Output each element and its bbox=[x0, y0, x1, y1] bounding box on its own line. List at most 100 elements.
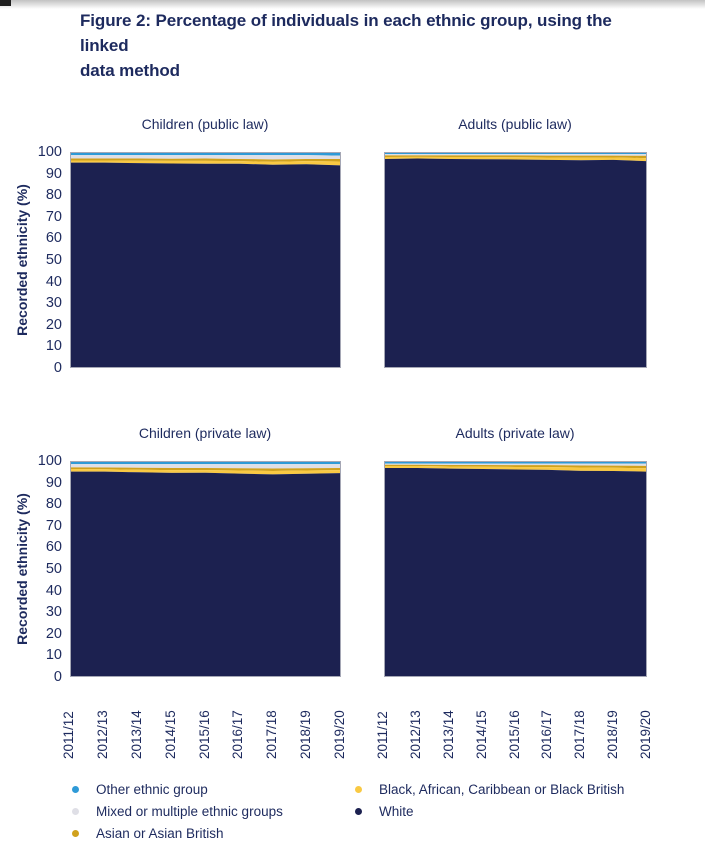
area-asian bbox=[71, 158, 340, 162]
x-tick-col2-2019/20: 2019/20 bbox=[638, 685, 654, 759]
x-tick-col1-2018/19: 2018/19 bbox=[298, 685, 314, 759]
legend-item-asian: Asian or Asian British bbox=[72, 825, 283, 842]
x-tick-col1-2017/18: 2017/18 bbox=[264, 685, 280, 759]
x-tick-col1-2013/14: 2013/14 bbox=[129, 685, 145, 759]
area-other bbox=[385, 462, 646, 464]
legend-item-white: White bbox=[355, 803, 624, 820]
x-tick-text: 2012/13 bbox=[407, 710, 423, 759]
legend-item-mixed: Mixed or multiple ethnic groups bbox=[72, 803, 283, 820]
area-other bbox=[385, 153, 646, 155]
figure-title-line1: Figure 2: Percentage of individuals in e… bbox=[80, 11, 612, 55]
x-tick-col2-2014/15: 2014/15 bbox=[474, 685, 490, 759]
y-tick-row1-40: 40 bbox=[45, 273, 62, 290]
legend-column-left: Other ethnic group Mixed or multiple ethn… bbox=[72, 781, 283, 842]
area-mixed bbox=[385, 154, 646, 156]
stacked-area-chart-adults-private bbox=[384, 461, 647, 677]
legend-dot-mixed-icon bbox=[72, 808, 79, 815]
x-tick-text: 2017/18 bbox=[572, 710, 588, 759]
legend-label-white: White bbox=[379, 804, 414, 819]
chart-title-adults-public: Adults (public law) bbox=[458, 116, 572, 132]
x-tick-col2-2011/12: 2011/12 bbox=[375, 685, 391, 759]
x-tick-text: 2014/15 bbox=[473, 710, 489, 759]
y-tick-row2-90: 90 bbox=[45, 474, 62, 491]
legend-item-black: Black, African, Caribbean or Black Briti… bbox=[355, 781, 624, 798]
x-tick-text: 2011/12 bbox=[61, 711, 76, 759]
x-tick-text: 2012/13 bbox=[94, 710, 110, 759]
y-tick-row1-30: 30 bbox=[45, 295, 62, 312]
figure-title: Figure 2: Percentage of individuals in e… bbox=[80, 8, 660, 83]
y-tick-row2-80: 80 bbox=[45, 496, 62, 513]
y-tick-row1-80: 80 bbox=[45, 187, 62, 204]
x-tick-text: 2016/17 bbox=[230, 710, 246, 759]
legend-dot-asian-icon bbox=[72, 830, 79, 837]
x-tick-text: 2015/16 bbox=[506, 710, 522, 759]
area-asian bbox=[385, 155, 646, 159]
y-tick-row1-0: 0 bbox=[53, 360, 62, 376]
figure-title-line2: data method bbox=[80, 61, 180, 80]
y-tick-row1-100: 100 bbox=[37, 144, 62, 160]
x-tick-text: 2018/19 bbox=[298, 710, 314, 759]
x-tick-col2-2015/16: 2015/16 bbox=[507, 685, 523, 759]
legend-label-black: Black, African, Caribbean or Black Briti… bbox=[379, 782, 625, 797]
y-tick-row1-90: 90 bbox=[45, 165, 62, 182]
x-tick-col1-2016/17: 2016/17 bbox=[230, 685, 246, 759]
legend-dot-other-icon bbox=[72, 786, 79, 793]
area-mixed bbox=[71, 155, 340, 160]
x-tick-text: 2019/20 bbox=[332, 710, 347, 759]
y-tick-row2-100: 100 bbox=[37, 453, 62, 469]
area-white bbox=[71, 162, 340, 367]
area-black bbox=[71, 160, 340, 166]
area-black bbox=[385, 466, 646, 472]
x-tick-col2-2018/19: 2018/19 bbox=[605, 685, 621, 759]
y-tick-row2-60: 60 bbox=[45, 539, 62, 556]
legend-dot-white-icon bbox=[355, 808, 362, 815]
area-white bbox=[385, 467, 646, 676]
x-tick-text: 2013/14 bbox=[128, 710, 144, 759]
area-black bbox=[71, 469, 340, 475]
y-tick-row2-10: 10 bbox=[45, 647, 62, 664]
y-tick-row2-50: 50 bbox=[45, 561, 62, 577]
x-tick-text: 2018/19 bbox=[605, 710, 621, 759]
x-tick-col1-2014/15: 2014/15 bbox=[163, 685, 179, 759]
x-tick-col1-2019/20: 2019/20 bbox=[332, 685, 348, 759]
y-tick-row2-20: 20 bbox=[45, 625, 62, 642]
area-asian bbox=[71, 467, 340, 472]
y-tick-row1-70: 70 bbox=[45, 208, 62, 225]
x-tick-col1-2012/13: 2012/13 bbox=[95, 685, 111, 759]
stacked-area-chart-adults-public bbox=[384, 152, 647, 368]
x-tick-col2-2017/18: 2017/18 bbox=[572, 685, 588, 759]
x-tick-text: 2014/15 bbox=[162, 710, 178, 759]
legend-label-other: Other ethnic group bbox=[96, 782, 208, 797]
chart-title-children-private: Children (private law) bbox=[138, 425, 272, 441]
chart-title-children-public: Children (public law) bbox=[141, 116, 269, 132]
x-tick-col2-2016/17: 2016/17 bbox=[539, 685, 555, 759]
x-tick-col1-2015/16: 2015/16 bbox=[197, 685, 213, 759]
area-black bbox=[385, 156, 646, 162]
legend-label-asian: Asian or Asian British bbox=[96, 826, 224, 841]
area-other bbox=[71, 462, 340, 465]
top-edge-shadow bbox=[0, 0, 705, 9]
area-white bbox=[71, 471, 340, 676]
x-tick-col2-2013/14: 2013/14 bbox=[441, 685, 457, 759]
area-white bbox=[385, 158, 646, 367]
area-other bbox=[71, 153, 340, 156]
y-tick-row2-40: 40 bbox=[45, 582, 62, 599]
chart-title-adults-private: Adults (private law) bbox=[455, 425, 575, 441]
legend-item-other: Other ethnic group bbox=[72, 781, 283, 798]
area-asian bbox=[385, 464, 646, 469]
x-tick-text: 2013/14 bbox=[440, 710, 456, 759]
y-tick-row2-30: 30 bbox=[45, 604, 62, 621]
stacked-area-chart-children-private bbox=[70, 461, 341, 677]
x-tick-text: 2019/20 bbox=[638, 710, 653, 759]
x-tick-col2-2012/13: 2012/13 bbox=[408, 685, 424, 759]
x-tick-text: 2017/18 bbox=[264, 710, 280, 759]
stacked-area-chart-children-public bbox=[70, 152, 341, 368]
legend-column-right: Black, African, Caribbean or Black Briti… bbox=[355, 781, 624, 820]
y-tick-row1-50: 50 bbox=[45, 252, 62, 268]
x-tick-col1-2011/12: 2011/12 bbox=[61, 685, 77, 759]
x-tick-text: 2015/16 bbox=[196, 710, 212, 759]
area-mixed bbox=[385, 463, 646, 466]
legend-dot-black-icon bbox=[355, 786, 362, 793]
x-tick-text: 2011/12 bbox=[375, 711, 390, 759]
